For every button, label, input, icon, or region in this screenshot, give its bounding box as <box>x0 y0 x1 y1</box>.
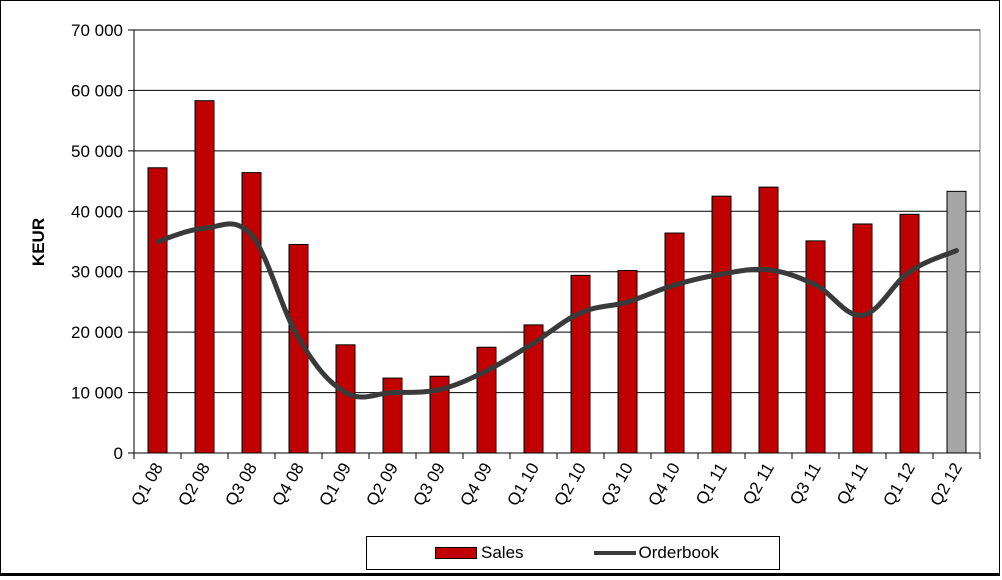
y-tick-labels: 0 10 000 20 000 30 000 40 000 50 000 60 000 70 … <box>71 21 123 463</box>
x-tick-label: Q1 12 <box>879 460 919 510</box>
x-tick-label: Q1 11 <box>692 460 731 509</box>
legend-item-orderbook: Orderbook <box>593 543 719 563</box>
x-tick-label: Q1 09 <box>315 460 355 510</box>
x-tick-labels: Q1 08 Q2 08 Q3 08 Q4 08 Q1 09 Q2 09 Q3 09 Q4 09… <box>127 460 966 510</box>
bar <box>946 190 967 454</box>
bar <box>194 100 215 454</box>
y-tick-label: 0 <box>114 444 123 463</box>
y-axis-label: KEUR <box>29 218 48 266</box>
bar <box>852 223 873 454</box>
x-tick-label: Q1 10 <box>503 460 543 510</box>
bar <box>805 240 826 454</box>
y-tick-label: 60 000 <box>71 81 123 100</box>
x-tick-label: Q3 09 <box>409 460 449 510</box>
legend-label-orderbook: Orderbook <box>638 543 719 562</box>
x-tick-label: Q2 09 <box>362 460 402 510</box>
x-tick-label: Q3 08 <box>221 460 261 510</box>
bar <box>147 167 168 454</box>
legend: Sales Orderbook <box>366 536 780 570</box>
legend-item-sales: Sales <box>435 543 524 563</box>
line-series <box>155 221 959 400</box>
legend-label-sales: Sales <box>481 543 524 562</box>
bar <box>899 213 920 454</box>
bar <box>758 186 779 454</box>
gridlines <box>134 29 980 394</box>
x-tick-label: Q2 12 <box>926 460 966 510</box>
bar <box>241 172 262 454</box>
bar <box>382 377 403 454</box>
x-tick-label: Q4 09 <box>456 460 496 510</box>
x-tick-label: Q4 10 <box>644 460 684 510</box>
bar <box>335 344 356 454</box>
bar <box>570 274 591 454</box>
legend-swatch-sales <box>435 547 477 559</box>
bar <box>711 195 732 454</box>
orderbook-line <box>155 221 959 400</box>
y-tick-label: 40 000 <box>71 202 123 221</box>
x-tick-label: Q4 11 <box>833 460 872 509</box>
y-tick-label: 30 000 <box>71 263 123 282</box>
y-tick-label: 70 000 <box>71 21 123 40</box>
bar <box>476 346 497 454</box>
x-tick-label: Q4 08 <box>268 460 308 510</box>
x-tick-label: Q2 10 <box>550 460 590 510</box>
x-tick-label: Q3 11 <box>786 460 825 509</box>
x-tick-label: Q2 11 <box>739 460 778 509</box>
y-tick-label: 10 000 <box>71 384 123 403</box>
y-tick-label: 50 000 <box>71 142 123 161</box>
x-tick-label: Q2 08 <box>174 460 214 510</box>
x-tick-label: Q1 08 <box>127 460 167 510</box>
axes <box>128 29 981 459</box>
legend-swatch-orderbook <box>593 551 636 555</box>
y-tick-label: 20 000 <box>71 323 123 342</box>
x-tick-label: Q3 10 <box>597 460 637 510</box>
bar <box>664 232 685 454</box>
